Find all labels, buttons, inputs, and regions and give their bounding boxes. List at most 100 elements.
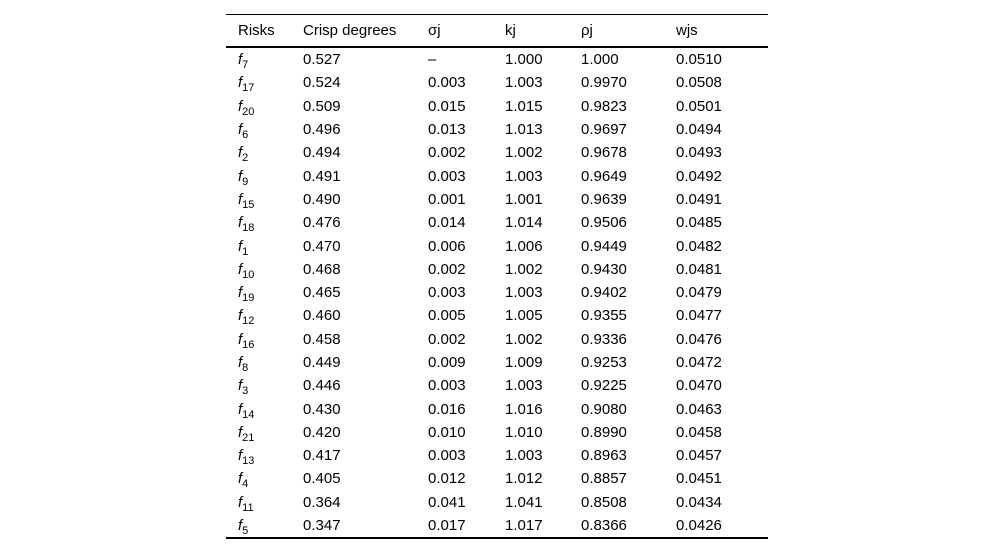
sigma-value: 0.002 (428, 330, 466, 348)
rho-value: 0.9402 (581, 284, 627, 302)
crisp-degree-value: 0.527 (303, 51, 341, 69)
sigma-value: 0.016 (428, 400, 466, 418)
sigma-value: 0.001 (428, 190, 466, 208)
table-row: f6 0.496 0.013 1.013 0.9697 0.0494 (226, 118, 768, 141)
w-value: 0.0481 (676, 260, 722, 278)
table-row: f8 0.449 0.009 1.009 0.9253 0.0472 (226, 351, 768, 374)
k-value: 1.013 (505, 121, 543, 139)
risk-symbol: f (238, 470, 243, 488)
crisp-degree-value: 0.364 (303, 493, 341, 511)
k-value: 1.002 (505, 260, 543, 278)
rho-value: 0.8990 (581, 423, 627, 441)
table-row: f18 0.476 0.014 1.014 0.9506 0.0485 (226, 211, 768, 234)
table-row: f12 0.460 0.005 1.005 0.9355 0.0477 (226, 304, 768, 327)
rho-value: 0.9225 (581, 377, 627, 395)
risk-subscript: 10 (242, 268, 255, 281)
w-value: 0.0510 (676, 51, 722, 69)
risk-subscript: 7 (242, 59, 249, 72)
table-row: f4 0.405 0.012 1.012 0.8857 0.0451 (226, 467, 768, 490)
risk-label: f11 (226, 491, 303, 514)
risk-symbol: f (238, 260, 243, 278)
risk-symbol: f (238, 284, 243, 302)
col-header-k-j: kj (505, 14, 581, 48)
risk-subscript: 4 (242, 478, 249, 491)
sigma-value: 0.005 (428, 307, 466, 325)
risk-subscript: 8 (242, 362, 249, 374)
table-body: f7 0.527–1.000 1.000 0.0510 f17 0.524 0.003 1.0… (226, 47, 768, 538)
table-row: f2 0.494 0.002 1.002 0.9678 0.0493 (226, 141, 768, 164)
w-value: 0.0470 (676, 377, 722, 395)
sigma-value: 0.006 (428, 237, 466, 255)
w-value: 0.0492 (676, 167, 722, 185)
risk-symbol: f (238, 74, 243, 92)
risk-label: f13 (226, 444, 303, 467)
crisp-degree-value: 0.509 (303, 97, 341, 115)
col-header-rho-j: ρj (581, 14, 676, 48)
rho-value: 0.9823 (581, 97, 627, 115)
table-row: f15 0.490 0.001 1.001 0.9639 0.0491 (226, 188, 768, 211)
w-value: 0.0476 (676, 330, 722, 348)
w-value: 0.0434 (676, 493, 722, 511)
k-value: 1.000 (505, 51, 543, 69)
table-row: f11 0.364 0.041 1.041 0.8508 0.0434 (226, 491, 768, 514)
rho-value: 0.9678 (581, 144, 627, 162)
sigma-value: 0.009 (428, 354, 466, 371)
k-value: 1.017 (505, 517, 543, 535)
risk-subscript: 14 (242, 408, 255, 421)
k-value: 1.015 (505, 97, 543, 115)
crisp-degree-value: 0.465 (303, 284, 341, 302)
crisp-degree-value: 0.476 (303, 214, 341, 232)
crisp-degree-value: 0.460 (303, 307, 341, 325)
risk-label: f20 (226, 95, 303, 118)
risk-subscript: 12 (242, 315, 255, 328)
risk-subscript: 20 (242, 105, 255, 118)
crisp-degree-value: 0.458 (303, 330, 341, 348)
risk-symbol: f (238, 51, 243, 69)
k-value: 1.041 (505, 493, 543, 511)
sigma-value: 0.017 (428, 517, 466, 535)
risk-symbol: f (238, 400, 243, 418)
risk-subscript: 2 (242, 152, 249, 165)
w-value: 0.0472 (676, 354, 722, 371)
risk-subscript: 9 (242, 175, 249, 188)
crisp-degree-value: 0.496 (303, 121, 341, 139)
k-value: 1.005 (505, 307, 543, 325)
crisp-degree-value: 0.430 (303, 400, 341, 418)
k-value: 1.009 (505, 354, 543, 371)
risk-label: f14 (226, 397, 303, 421)
table-row: f9 0.491 0.003 1.003 0.9649 0.0492 (226, 164, 768, 188)
risk-symbol: f (238, 354, 243, 371)
risk-subscript: 18 (242, 222, 255, 235)
crisp-degree-value: 0.417 (303, 447, 341, 465)
rho-value: 0.9080 (581, 400, 627, 418)
table-row: f1 0.470 0.006 1.006 0.9449 0.0482 (226, 234, 768, 258)
w-value: 0.0494 (676, 121, 722, 139)
table-row: f17 0.524 0.003 1.003 0.9970 0.0508 (226, 71, 768, 94)
risk-symbol: f (238, 377, 243, 395)
sigma-value: 0.003 (428, 74, 466, 92)
risk-label: f10 (226, 258, 303, 281)
sigma-value: 0.003 (428, 284, 466, 302)
k-value: 1.003 (505, 167, 543, 185)
k-value: 1.006 (505, 237, 543, 255)
sigma-value: 0.010 (428, 423, 466, 441)
crisp-degree-value: 0.524 (303, 74, 341, 92)
crisp-degree-value: 0.446 (303, 377, 341, 395)
col-header-crisp-degrees: Crisp degrees (303, 14, 428, 48)
risk-symbol: f (238, 330, 243, 348)
w-value: 0.0451 (676, 470, 722, 488)
sigma-value: 0.002 (428, 260, 466, 278)
table-row: f5 0.347 0.017 1.017 0.8366 0.0426 (226, 514, 768, 538)
crisp-degree-value: 0.449 (303, 354, 341, 371)
k-value: 1.014 (505, 214, 543, 232)
crisp-degree-value: 0.405 (303, 470, 341, 488)
risk-label: f8 (226, 351, 303, 374)
risk-weights-table: Risks Crisp degrees σj kj ρj wjs f7 0.527… (226, 14, 768, 540)
crisp-degree-value: 0.491 (303, 167, 341, 185)
table-row: f3 0.446 0.003 1.003 0.9225 0.0470 (226, 374, 768, 397)
risk-symbol: f (238, 493, 243, 511)
risk-label: f12 (226, 304, 303, 327)
sigma-value: 0.003 (428, 447, 466, 465)
risk-symbol: f (238, 307, 243, 325)
risk-subscript: 17 (242, 82, 255, 95)
